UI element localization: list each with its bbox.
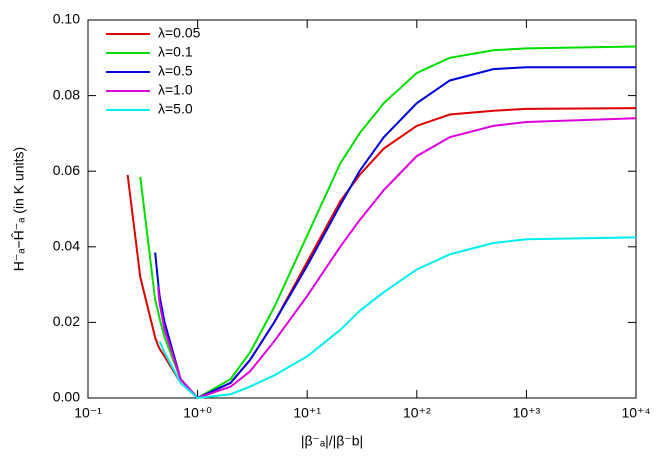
legend-label: λ=1.0: [158, 82, 193, 98]
y-tick-label: 0.08: [53, 86, 80, 102]
y-tick-label: 0.10: [53, 11, 80, 27]
x-tick-label: 10⁻¹: [74, 405, 102, 421]
line: [126, 107, 637, 400]
plot-frame: [87, 19, 637, 399]
line: [139, 45, 637, 400]
x-tick-label: 10⁺²: [403, 405, 431, 421]
x-tick-label: 10⁺⁴: [622, 405, 651, 421]
x-tick-label: 10⁺¹: [293, 405, 321, 421]
legend-label: λ=0.1: [158, 44, 193, 60]
y-tick-label: 0.02: [53, 313, 80, 329]
line: [158, 236, 637, 400]
legend-label: λ=0.05: [158, 25, 201, 41]
legend-label: λ=0.5: [158, 63, 193, 79]
y-tick-label: 0.00: [53, 389, 80, 405]
y-tick-label: 0.04: [53, 238, 80, 254]
y-tick-label: 0.06: [53, 162, 80, 178]
legend-label: λ=5.0: [158, 101, 193, 117]
x-tick-label: 10⁺³: [513, 405, 541, 421]
line: [156, 117, 637, 400]
x-axis-label: |β⁻ₐ|/|β⁻b|: [301, 433, 363, 449]
line: [154, 66, 636, 400]
x-tick-label: 10⁺⁰: [183, 405, 212, 421]
y-axis-label: H⁻ₐ−Ĥ⁻ₐ (in K units): [11, 147, 27, 271]
